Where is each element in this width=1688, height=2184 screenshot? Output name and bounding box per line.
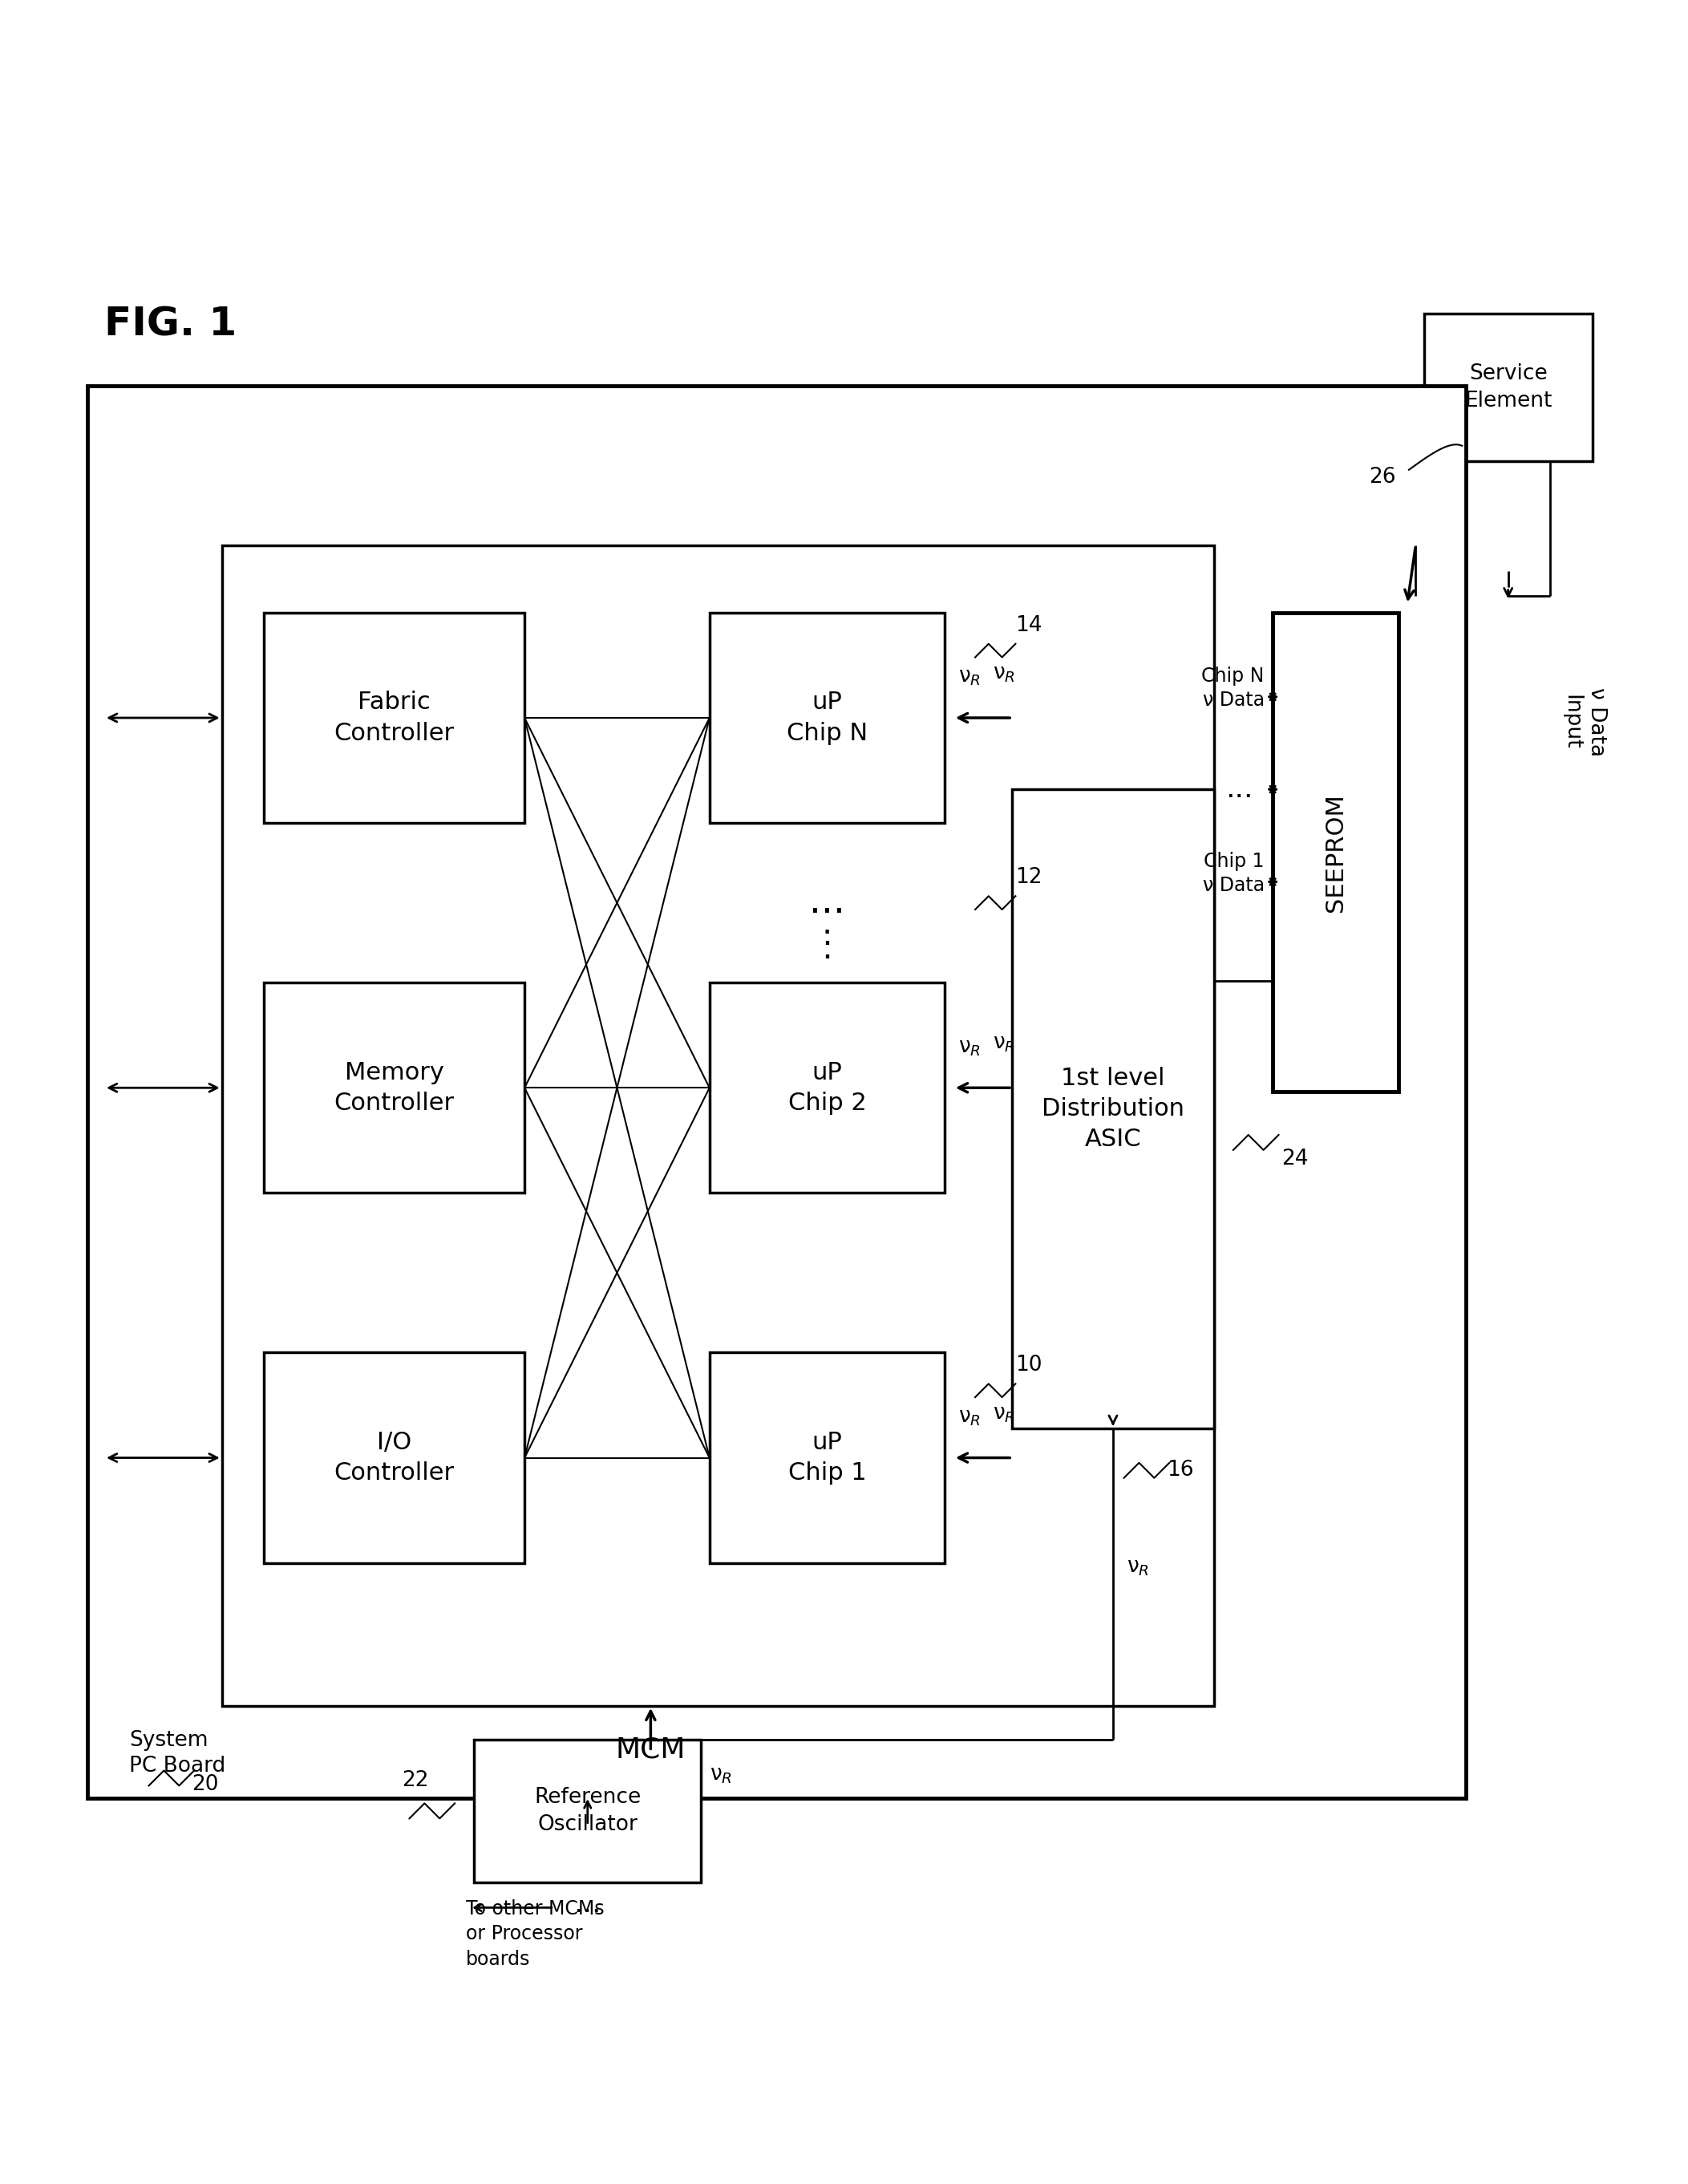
Text: 24: 24 [1281,1149,1308,1171]
Bar [1425,312,1592,461]
Bar [263,983,525,1192]
Text: Chip 1
ν Data: Chip 1 ν Data [1202,852,1264,895]
Text: 16: 16 [1166,1459,1193,1481]
Text: uP
Chip 2: uP Chip 2 [788,1061,866,1114]
Text: Memory
Controller: Memory Controller [334,1061,454,1114]
Text: ...: ... [574,1891,601,1918]
Text: ν Data
Input: ν Data Input [1560,688,1607,756]
Text: ν$_R$: ν$_R$ [959,666,981,688]
Text: Chip N
ν Data: Chip N ν Data [1202,666,1264,710]
Text: ν$_R$: ν$_R$ [959,1406,981,1428]
Bar [1013,788,1214,1428]
Text: FIG. 1: FIG. 1 [105,306,236,343]
Text: ν$_R$: ν$_R$ [993,1404,1014,1424]
Bar [709,614,945,823]
Text: System
PC Board: System PC Board [130,1730,226,1776]
Text: uP
Chip 1: uP Chip 1 [788,1431,866,1485]
Bar [263,1352,525,1564]
Bar [88,387,1467,1797]
Text: 10: 10 [1016,1354,1043,1376]
Text: 1st level
Distribution
ASIC: 1st level Distribution ASIC [1041,1066,1185,1151]
Text: MCM: MCM [616,1736,685,1762]
Text: ν$_R$: ν$_R$ [959,1037,981,1057]
Text: 26: 26 [1369,467,1396,487]
Text: ν$_R$: ν$_R$ [993,664,1014,684]
Text: .: . [822,906,832,941]
Text: ν$_R$: ν$_R$ [993,1033,1014,1055]
Text: uP
Chip N: uP Chip N [787,690,868,745]
Bar [1273,614,1399,1092]
Text: Service
Element: Service Element [1463,363,1551,411]
Text: I/O
Controller: I/O Controller [334,1431,454,1485]
Text: ...: ... [1225,775,1252,804]
Text: To other MCMs
or Processor
boards: To other MCMs or Processor boards [466,1900,604,1970]
Text: 12: 12 [1016,867,1043,889]
Bar [709,983,945,1192]
Text: ν$_R$: ν$_R$ [1126,1557,1150,1577]
Text: 22: 22 [402,1771,429,1791]
Bar [709,1352,945,1564]
Bar [474,1738,701,1883]
Text: Fabric
Controller: Fabric Controller [334,690,454,745]
Text: Reference
Oscillator: Reference Oscillator [533,1787,641,1835]
Bar [263,614,525,823]
Text: SEEPROM: SEEPROM [1323,793,1347,911]
Text: ...: ... [809,885,846,922]
Bar [221,546,1214,1706]
Text: :: : [822,933,832,965]
Text: 14: 14 [1016,616,1043,636]
Text: ν$_R$: ν$_R$ [709,1765,733,1787]
Text: 20: 20 [192,1773,218,1795]
